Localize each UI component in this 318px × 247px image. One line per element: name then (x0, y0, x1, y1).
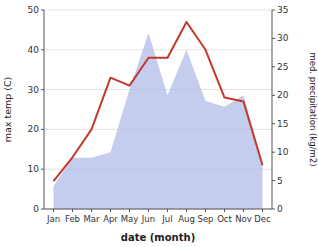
x-axis (44, 209, 272, 210)
temperature-line (54, 22, 263, 181)
y-tick (41, 209, 44, 210)
chart: 0 10 20 30 40 50 0 5 10 15 20 25 30 35 Jan FebMarAprMay… (0, 0, 318, 247)
y2-axis-label: med. precipitation (kg/m2) (308, 52, 318, 166)
y-tick (41, 89, 44, 90)
x-tick (167, 209, 168, 212)
y-tick-label: 0 (33, 204, 39, 214)
grid-line (44, 49, 272, 50)
x-tick-label: Feb (65, 214, 80, 224)
plot-area (54, 22, 263, 209)
x-tick-label: May (121, 214, 139, 224)
x-tick-label: Jun (141, 214, 155, 224)
y2-tick-label: 15 (277, 119, 288, 129)
y-tick (41, 10, 44, 11)
y-axis-label: max temp (C) (2, 77, 13, 143)
y-tick-label: 10 (28, 164, 40, 174)
x-tick-label: Sep (197, 214, 213, 224)
y2-axis (272, 10, 273, 209)
x-tick (186, 209, 187, 212)
grid-line (44, 209, 272, 210)
y-tick (41, 129, 44, 130)
y2-tick-label: 0 (277, 204, 283, 214)
y-tick-label: 30 (28, 85, 40, 95)
x-tick-label: Jul (161, 214, 172, 224)
y-tick-label: 20 (28, 124, 40, 134)
y2-tick-label: 30 (277, 33, 289, 43)
grid-line (44, 10, 272, 11)
x-tick (129, 209, 130, 212)
x-tick (243, 209, 244, 212)
x-tick-label: Mar (83, 214, 100, 224)
x-tick-label: Dec (254, 214, 271, 224)
y2-tick (272, 95, 275, 96)
x-tick (205, 209, 206, 212)
x-tick-label: Nov (235, 214, 252, 224)
y-tick-label: 40 (28, 45, 40, 55)
y2-tick (272, 209, 275, 210)
y2-tick-label: 10 (277, 147, 289, 157)
y2-tick (272, 123, 275, 124)
y-tick-label: 50 (28, 5, 40, 15)
x-tick-label: Apr (103, 214, 118, 224)
y-axis (44, 10, 45, 209)
y2-tick (272, 10, 275, 11)
x-tick (72, 209, 73, 212)
x-tick-label: Oct (217, 214, 232, 224)
x-tick (91, 209, 92, 212)
x-tick (110, 209, 111, 212)
y-tick (41, 169, 44, 170)
y-tick (41, 49, 44, 50)
y2-tick (272, 152, 275, 153)
precipitation-area (54, 33, 263, 209)
x-tick (53, 209, 54, 212)
x-tick (262, 209, 263, 212)
y2-tick-label: 35 (277, 5, 288, 15)
x-tick-label: Jan (46, 214, 60, 224)
y2-tick-label: 25 (277, 62, 288, 72)
y2-tick (272, 66, 275, 67)
x-axis-label: date (month) (121, 232, 195, 243)
y2-tick-label: 20 (277, 90, 289, 100)
y2-tick (272, 180, 275, 181)
x-tick (224, 209, 225, 212)
x-tick-label: Aug (178, 214, 195, 224)
y2-tick (272, 38, 275, 39)
x-tick (148, 209, 149, 212)
y2-tick-label: 5 (277, 176, 283, 186)
